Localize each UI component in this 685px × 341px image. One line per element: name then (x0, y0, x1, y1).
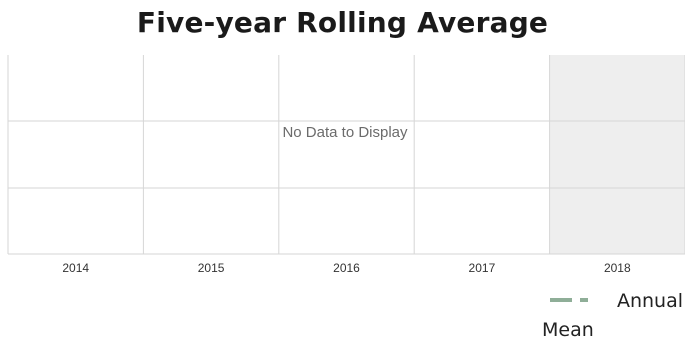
x-tick-label: 2017 (469, 261, 496, 275)
chart-legend: Annual Mean (542, 288, 685, 341)
no-data-message: No Data to Display (282, 124, 408, 141)
legend-label-annual: Annual (616, 290, 683, 312)
x-tick-label: 2015 (198, 261, 225, 275)
x-tick-label: 2018 (604, 261, 631, 275)
highlight-band (549, 55, 685, 254)
x-tick-label: 2016 (333, 261, 360, 275)
legend-swatch-annual-mean (550, 298, 588, 302)
chart-plot-area: 2014 2015 2016 2017 2018 (7, 55, 685, 275)
x-tick-label: 2014 (62, 261, 89, 275)
chart-title: Five-year Rolling Average (136, 6, 549, 39)
legend-label-mean: Mean (542, 319, 594, 341)
